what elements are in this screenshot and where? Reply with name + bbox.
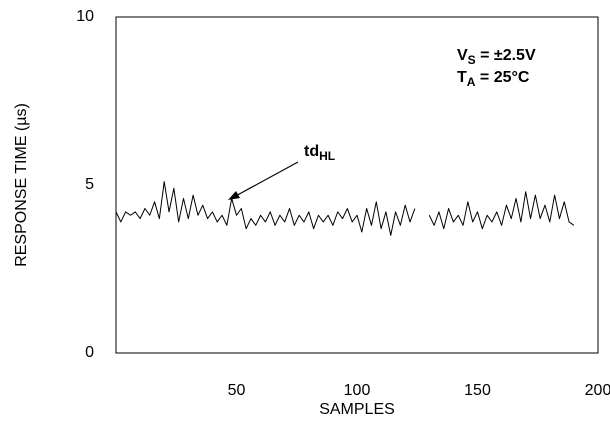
y-tick-label: 0: [85, 344, 94, 361]
x-tick-label: 150: [464, 382, 491, 399]
x-tick-label: 100: [344, 382, 371, 399]
annotation-text: = 25°C: [475, 69, 529, 86]
annotation-text: T: [457, 69, 467, 86]
annotation-text: = ±2.5V: [476, 47, 536, 64]
annotation-text: td: [304, 143, 319, 160]
arrow-head: [228, 191, 240, 200]
annotation-sub: S: [468, 53, 476, 67]
x-tick-label: 50: [228, 382, 246, 399]
data-line: [115, 181, 575, 236]
y-tick-label: 10: [76, 8, 94, 25]
annotation: tdHL: [304, 143, 335, 163]
annotation: TA = 25°C: [457, 69, 530, 89]
annotation-sub: HL: [319, 149, 335, 163]
y-axis-title: RESPONSE TIME (µs): [13, 103, 30, 267]
annotation-sub: A: [467, 75, 476, 89]
x-axis-title: SAMPLES: [319, 401, 395, 418]
annotation: VS = ±2.5V: [457, 47, 536, 67]
annotation-text: V: [457, 47, 468, 64]
y-tick-label: 5: [85, 176, 94, 193]
plot-frame: [115, 16, 599, 354]
x-tick-label: 200: [585, 382, 610, 399]
arrow: [231, 161, 299, 199]
